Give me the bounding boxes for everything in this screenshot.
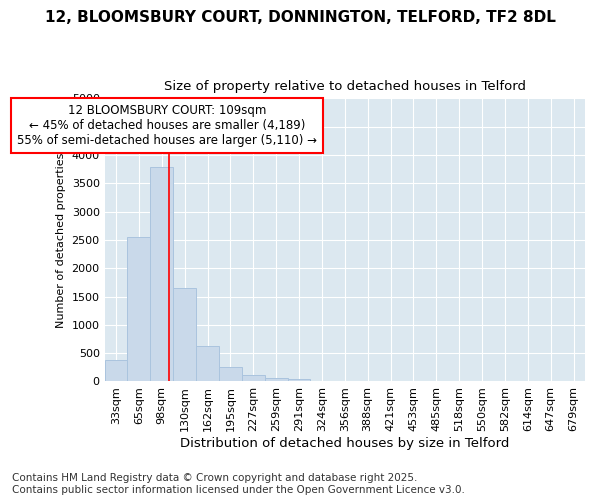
Bar [219,368,242,382]
Bar [151,168,173,382]
Y-axis label: Number of detached properties: Number of detached properties [56,152,66,328]
Text: 12, BLOOMSBURY COURT, DONNINGTON, TELFORD, TF2 8DL: 12, BLOOMSBURY COURT, DONNINGTON, TELFOR… [44,10,556,25]
X-axis label: Distribution of detached houses by size in Telford: Distribution of detached houses by size … [180,437,509,450]
Bar [196,346,219,382]
Bar [173,288,196,382]
Bar [104,360,127,382]
Bar [242,375,265,382]
Bar [287,379,310,382]
Bar [127,237,151,382]
Title: Size of property relative to detached houses in Telford: Size of property relative to detached ho… [164,80,526,93]
Text: Contains HM Land Registry data © Crown copyright and database right 2025.
Contai: Contains HM Land Registry data © Crown c… [12,474,465,495]
Text: 12 BLOOMSBURY COURT: 109sqm
← 45% of detached houses are smaller (4,189)
55% of : 12 BLOOMSBURY COURT: 109sqm ← 45% of det… [17,104,317,147]
Bar [265,378,287,382]
